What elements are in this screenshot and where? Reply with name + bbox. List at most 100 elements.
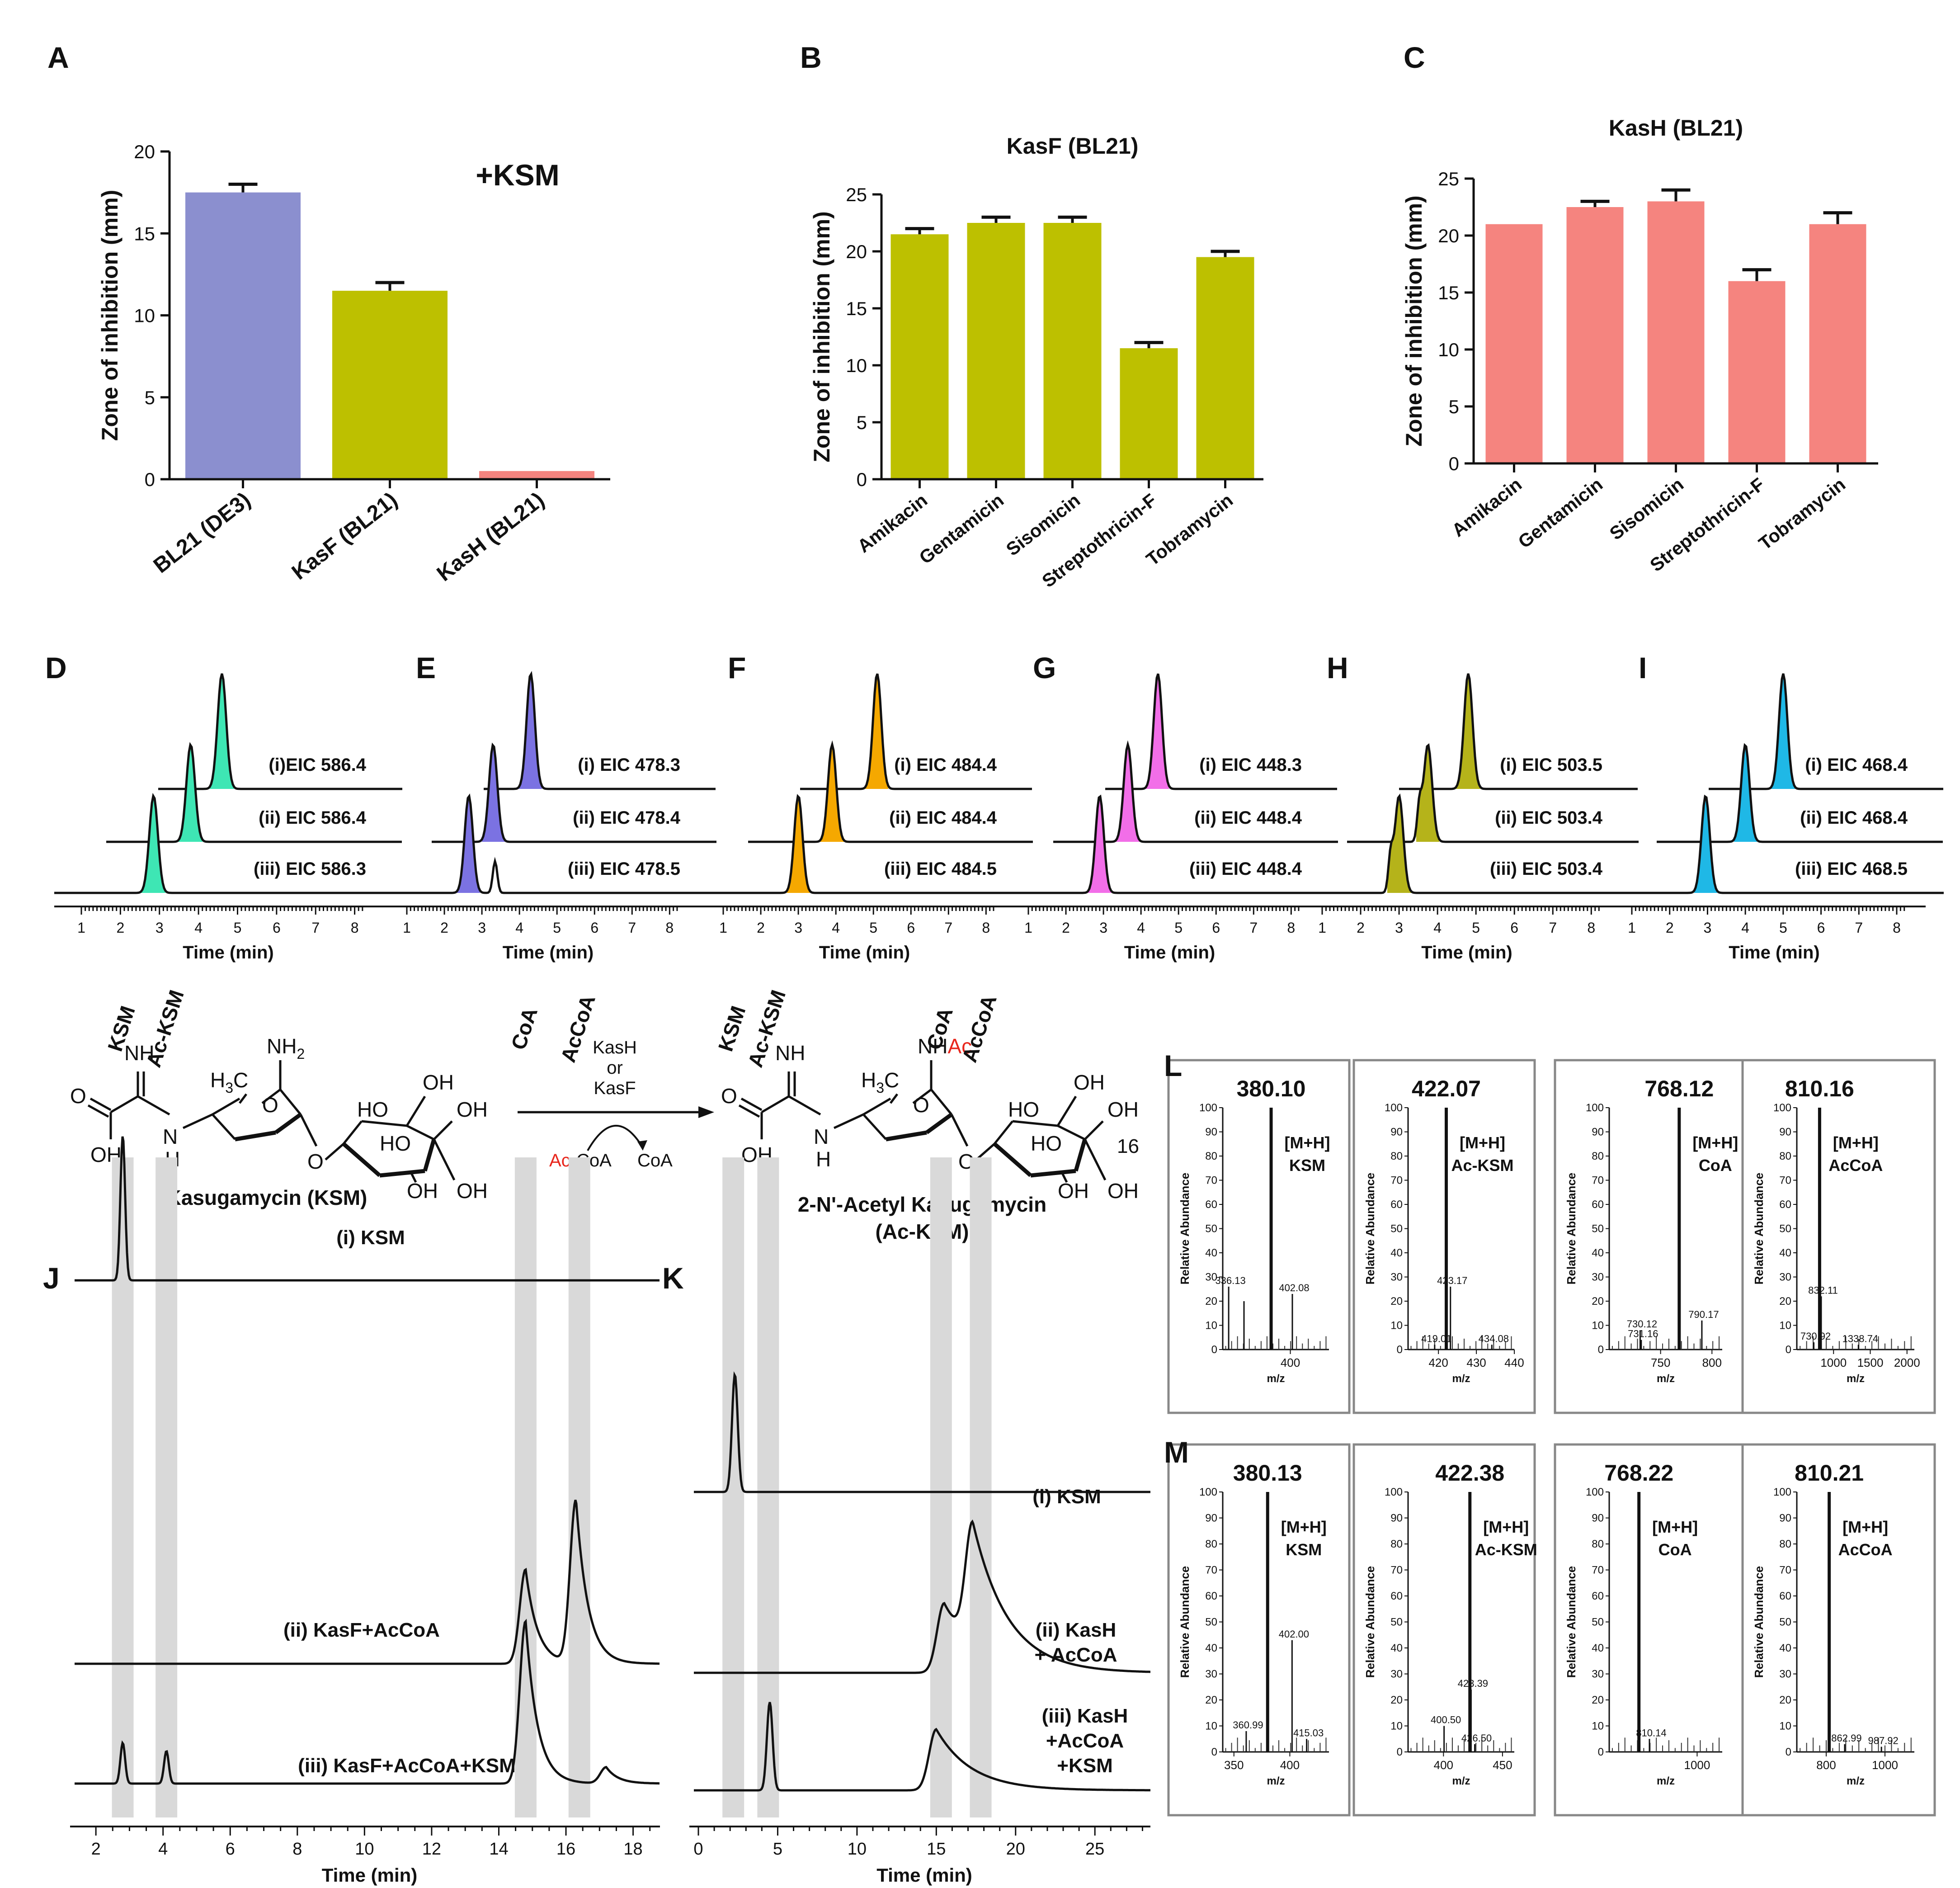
- peak-label: 419.01: [1421, 1333, 1451, 1344]
- y-tick-label: 100: [1773, 1486, 1791, 1498]
- y-tick-label: 100: [1586, 1486, 1604, 1498]
- base-peak-mz: 422.38: [1435, 1460, 1504, 1486]
- ms-spectrum: 0 10 20 30 40 50 60 70 80 90 100 Relative Abundance…: [1352, 1443, 1537, 1817]
- x-tick-label: 2000: [1894, 1356, 1920, 1369]
- eic-trace: [158, 673, 402, 790]
- panel-letter-b: B: [800, 41, 822, 74]
- x-tick-label: 1000: [1820, 1356, 1847, 1369]
- retention-band: [112, 1157, 134, 1817]
- y-tick-label: 70: [1390, 1175, 1403, 1187]
- y-tick-label: 80: [1205, 1538, 1217, 1550]
- bond: [950, 1114, 969, 1147]
- x-tick-label: 1000: [1684, 1758, 1710, 1772]
- x-axis-label: Time (min): [322, 1864, 418, 1886]
- y-tick-label: 50: [1779, 1616, 1791, 1628]
- x-tick-label: 7: [944, 920, 952, 936]
- x-tick-label: 0: [693, 1840, 703, 1859]
- x-tick-label: 5: [1779, 920, 1787, 936]
- h3c-h: H: [210, 1068, 225, 1092]
- y-tick-label: 50: [1205, 1223, 1217, 1235]
- peak-label: 731.16: [1628, 1328, 1658, 1340]
- compound-name: AcCoA: [1838, 1540, 1893, 1559]
- peak-label: 402.08: [1279, 1282, 1309, 1293]
- spectrum-frame: [1352, 1443, 1536, 1817]
- x-tick-label: Gentamicin: [1514, 474, 1607, 552]
- y-tick-label: 50: [1390, 1616, 1403, 1628]
- hplc-trace: [75, 1619, 660, 1785]
- eic-trace-label: (ii) EIC 586.4: [259, 808, 367, 828]
- bond: [342, 1142, 381, 1177]
- bond: [930, 1089, 952, 1115]
- atom-label: NH: [775, 1041, 805, 1065]
- bond: [1061, 1172, 1068, 1183]
- y-tick-label: 60: [1390, 1590, 1403, 1602]
- y-axis-label: Zone of inhibition (mm): [1401, 195, 1427, 446]
- compound-name: KSM: [1289, 1156, 1325, 1175]
- substrate-name: Kasugamycin (KSM): [166, 1186, 368, 1209]
- x-tick-label: 1500: [1857, 1356, 1884, 1369]
- y-tick-label: 70: [1779, 1564, 1791, 1576]
- y-tick-label: 20: [1390, 1694, 1403, 1706]
- base-peak-mz: 768.12: [1644, 1076, 1714, 1101]
- ms-spectrum: 0 10 20 30 40 50 60 70 80 90 100 Relative Abundance…: [1554, 1443, 1744, 1817]
- x-axis-label: m/z: [1452, 1373, 1470, 1385]
- y-tick-label: 100: [1385, 1102, 1403, 1114]
- compound-name: AcCoA: [1828, 1156, 1883, 1175]
- product-structure: OOHNHNHOH3CNHAcOHOOHHOOHOOHHOHOH: [721, 1034, 1139, 1203]
- ion-type: [M+H]: [1842, 1518, 1888, 1536]
- panel-letter-e: E: [416, 651, 436, 684]
- spectrum-frame: [1167, 1443, 1351, 1817]
- bond: [274, 1113, 302, 1134]
- h3c-sub: 3: [876, 1080, 884, 1096]
- atom-label: N: [814, 1125, 829, 1148]
- y-axis-label: Relative Abundance: [1363, 1566, 1377, 1678]
- y-tick-label: 40: [1390, 1642, 1403, 1654]
- x-tick-label: 5: [869, 920, 877, 936]
- y-tick-label: 90: [1205, 1512, 1217, 1525]
- y-tick-label: 40: [1390, 1247, 1403, 1259]
- atom-label: HO: [357, 1098, 388, 1121]
- x-tick-label: 350: [1224, 1758, 1244, 1772]
- y-tick-label: 100: [1385, 1486, 1403, 1498]
- eic-trace-label: (i) EIC 478.3: [578, 755, 680, 775]
- x-tick-label: 440: [1504, 1356, 1524, 1369]
- ion-type: [M+H]: [1281, 1518, 1327, 1536]
- y-tick-label: 30: [1390, 1271, 1403, 1284]
- bond: [405, 1095, 426, 1127]
- base-peak-mz: 810.21: [1795, 1460, 1864, 1486]
- eic-chart-h: (i) EIC 503.5 (ii) EIC 503.4 (iii) EIC 503…: [1295, 673, 1639, 963]
- panel-letter-k: K: [662, 1261, 684, 1295]
- eic-trace: [484, 671, 716, 790]
- x-tick-label: 6: [590, 920, 598, 936]
- column-label: AcCoA: [957, 992, 1001, 1065]
- compound-name: CoA: [1658, 1540, 1692, 1559]
- x-axis-label: Time (min): [183, 943, 274, 963]
- atom-label: H: [816, 1147, 831, 1171]
- y-tick-label: 60: [1592, 1590, 1604, 1602]
- x-axis-label: m/z: [1267, 1373, 1285, 1385]
- ion-type: [M+H]: [1460, 1133, 1505, 1152]
- x-axis-label: Time (min): [1124, 943, 1216, 963]
- bond: [423, 1138, 436, 1172]
- panel-letter-l: L: [1164, 1049, 1182, 1082]
- hplc-trace: [75, 1500, 660, 1665]
- ion-type: [M+H]: [1483, 1518, 1529, 1536]
- hplc-trace: [694, 1371, 1150, 1493]
- panel-letter-m: M: [1164, 1435, 1189, 1469]
- atom-label: O: [70, 1084, 86, 1108]
- x-tick-label: 18: [623, 1840, 642, 1859]
- x-tick-label: 1: [719, 920, 727, 936]
- atom-label-h3c: H3C: [210, 1068, 248, 1096]
- bond: [862, 1097, 891, 1116]
- spectrum-frame: [1741, 1443, 1936, 1817]
- y-tick-label: 20: [134, 141, 155, 162]
- bar-chart-c: AmikacinGentamicinSisomicinStreptothrici…: [1401, 115, 1878, 576]
- hplc-trace: [694, 1519, 1150, 1674]
- y-tick-label: 60: [1779, 1199, 1791, 1211]
- y-axis-label: Relative Abundance: [1564, 1173, 1578, 1285]
- bond: [1084, 1138, 1107, 1181]
- atom-label: OH: [1058, 1179, 1089, 1203]
- eic-trace-label: (iii) EIC 503.4: [1490, 859, 1603, 879]
- y-tick-label: 20: [1205, 1694, 1217, 1706]
- bond: [1012, 1120, 1058, 1127]
